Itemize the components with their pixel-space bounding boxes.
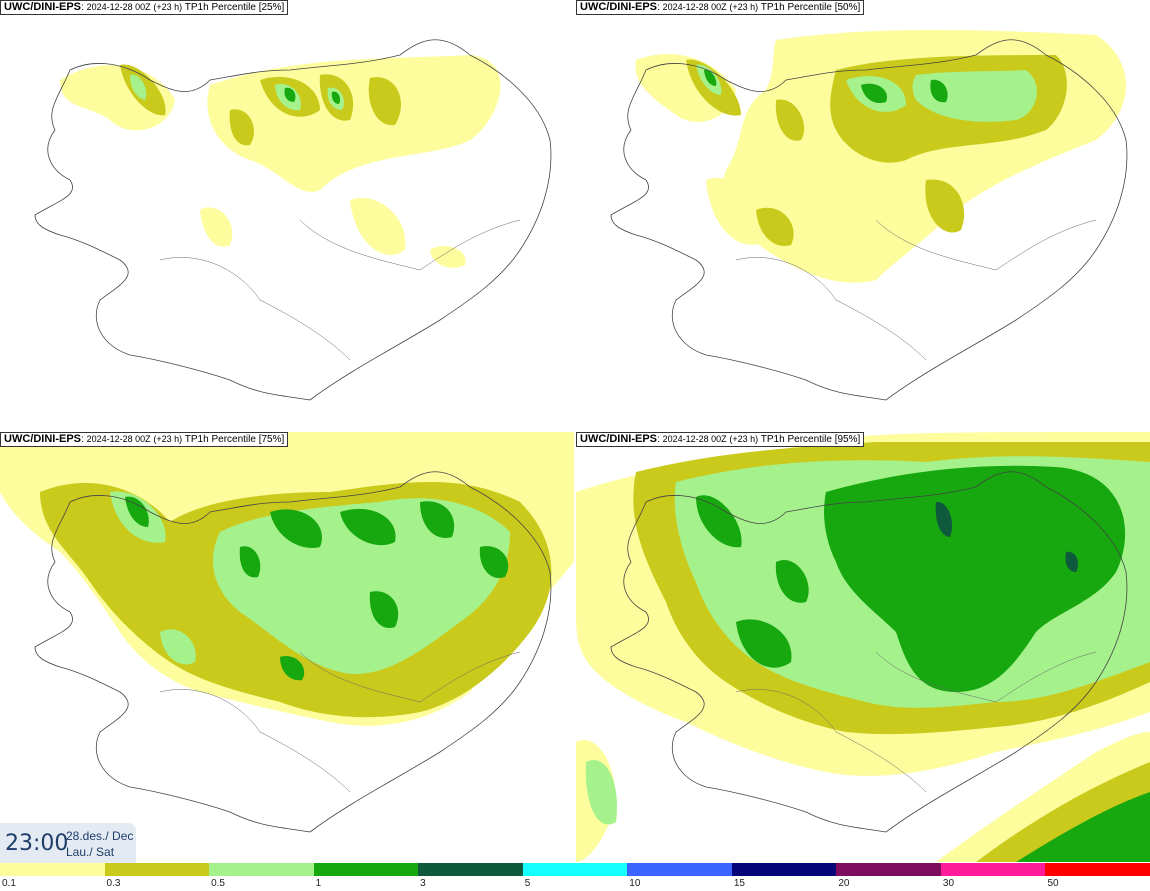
legend-swatch	[313, 863, 419, 876]
legend-label: 30	[942, 878, 955, 889]
valid-date: 28.des./ Dec	[66, 829, 134, 843]
valid-day: Lau./ Sat	[66, 845, 115, 859]
precip-field	[0, 432, 574, 726]
legend-label: 20	[838, 878, 850, 889]
legend-label: 0.1	[2, 878, 16, 889]
valid-time: 23:00	[5, 831, 69, 856]
region-borders	[735, 651, 1097, 793]
map-panel-p75: UWC/DINI-EPS: 2024-12-28 00Z (+23 h) TP1…	[0, 432, 574, 862]
panel-title: UWC/DINI-EPS: 2024-12-28 00Z (+23 h) TP1…	[0, 432, 289, 447]
map-panel-p25: UWC/DINI-EPS: 2024-12-28 00Z (+23 h) TP1…	[0, 0, 574, 430]
panel-title: UWC/DINI-EPS: 2024-12-28 00Z (+23 h) TP1…	[576, 432, 865, 447]
precip-field	[635, 30, 1126, 283]
coastline	[34, 471, 552, 833]
panel-title: UWC/DINI-EPS: 2024-12-28 00Z (+23 h) TP1…	[0, 0, 289, 15]
precip-map-p75	[0, 432, 574, 833]
valid-time-box: 23:00 28.des./ Dec Lau./ Sat	[0, 823, 136, 863]
precip-map-p95	[576, 432, 1150, 862]
legend-label: 5	[524, 878, 531, 889]
legend-label: 0.5	[211, 878, 225, 889]
legend-label: 0.3	[106, 878, 121, 889]
legend-swatch	[627, 863, 733, 876]
precip-field	[576, 432, 1150, 862]
legend-swatch	[209, 863, 315, 876]
color-legend: 0.1 0.3 0.5 1 3 5 10 15 20 30 50	[0, 863, 1150, 891]
panel-title: UWC/DINI-EPS: 2024-12-28 00Z (+23 h) TP1…	[576, 0, 865, 15]
precip-map-p50	[610, 30, 1128, 401]
legend-label: 10	[629, 878, 641, 889]
precip-field	[60, 55, 501, 268]
legend-label: 1	[315, 878, 322, 889]
legend-swatch	[418, 863, 524, 876]
legend-swatch	[731, 863, 837, 876]
coastline	[34, 39, 552, 401]
legend-swatch	[104, 863, 210, 876]
coastline	[610, 471, 1128, 833]
map-panel-p95: UWC/DINI-EPS: 2024-12-28 00Z (+23 h) TP1…	[576, 432, 1150, 862]
region-borders	[735, 219, 1097, 361]
legend-swatch	[940, 863, 1046, 876]
region-borders	[159, 651, 521, 793]
coastline	[610, 39, 1128, 401]
legend-label: 50	[1047, 878, 1059, 889]
map-panel-p50: UWC/DINI-EPS: 2024-12-28 00Z (+23 h) TP1…	[576, 0, 1150, 430]
panel-divider-horizontal	[0, 430, 1150, 432]
legend-swatch	[836, 863, 942, 876]
legend-swatch	[522, 863, 628, 876]
legend-swatch	[0, 863, 106, 876]
legend-label: 15	[733, 878, 745, 889]
legend-swatch	[1045, 863, 1150, 876]
legend-label: 3	[420, 878, 426, 889]
region-borders	[159, 219, 521, 361]
precip-map-p25	[34, 39, 552, 401]
